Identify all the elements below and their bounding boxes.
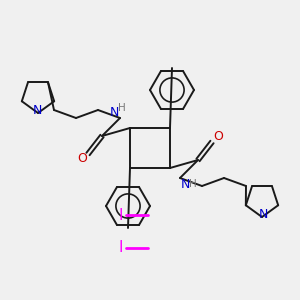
Text: I: I (118, 241, 122, 256)
Text: N: N (258, 208, 268, 221)
Text: N: N (180, 178, 190, 190)
Text: H: H (118, 103, 126, 113)
Text: O: O (77, 152, 87, 166)
Text: I: I (118, 208, 122, 223)
Text: O: O (213, 130, 223, 143)
Text: N: N (109, 106, 119, 119)
Text: H: H (189, 179, 197, 189)
Text: N: N (32, 104, 42, 118)
